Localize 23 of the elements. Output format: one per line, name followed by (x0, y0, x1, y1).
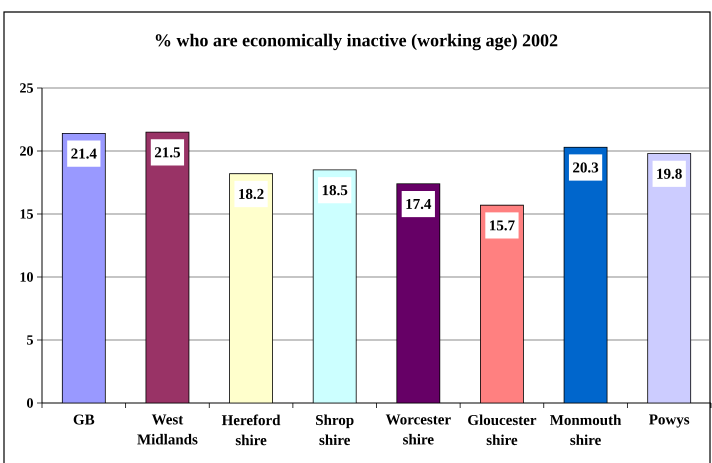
data-label: 21.4 (71, 148, 97, 159)
y-tick-label: 10 (20, 272, 33, 282)
chart-title: % who are economically inactive (working age) 2002 (156, 34, 558, 50)
y-tick-label: 20 (20, 146, 33, 156)
y-tick-label: 5 (27, 335, 33, 345)
x-tick-label: Gloucester shire (468, 414, 536, 446)
y-tick-label: 15 (20, 209, 33, 219)
y-tick-label: 0 (27, 398, 33, 408)
x-tick-label: Monmouth shire (550, 414, 622, 446)
x-tick-label: Hereford shire (222, 414, 280, 446)
x-tick-label: Worcester shire (386, 414, 451, 444)
x-tick-label: Powys (649, 414, 690, 428)
x-tick-label: West Midlands (137, 414, 198, 444)
data-label: 19.8 (657, 168, 682, 179)
x-tick-label: Shrop shire (316, 414, 354, 446)
data-label: 20.3 (573, 162, 598, 173)
data-label: 21.5 (154, 147, 180, 158)
y-tick-label: 25 (20, 83, 33, 93)
data-label: 18.2 (239, 188, 264, 200)
data-label: 17.4 (406, 198, 432, 210)
data-label: 18.5 (322, 185, 348, 196)
data-label: 15.7 (490, 220, 515, 230)
x-tick-label: GB (74, 414, 94, 425)
